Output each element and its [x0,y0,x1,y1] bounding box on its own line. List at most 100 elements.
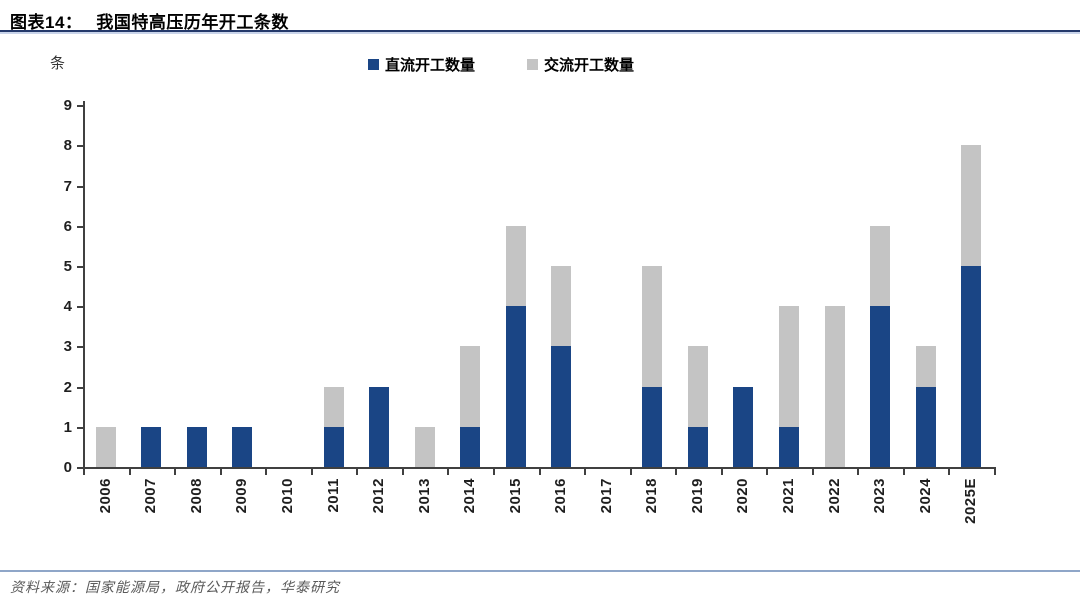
bar-segment-dc [870,306,891,467]
x-tick [994,469,996,475]
x-category-label: 2006 [96,478,114,514]
y-tick-label: 3 [63,338,72,356]
x-tick [629,469,632,475]
y-tick-label: 9 [63,97,72,115]
x-category-label: 2021 [780,478,798,514]
y-tick [77,225,83,228]
bar-segment-dc [505,306,526,467]
x-category-label: 2009 [233,478,251,514]
y-tick [77,426,83,429]
bar-segment-dc [141,426,162,467]
x-tick [310,469,313,475]
x-tick [948,469,951,475]
x-category-label: 2017 [597,478,615,514]
bar-segment-ac [323,386,344,427]
y-axis-unit-label: 条 [50,55,66,72]
legend-label-ac: 交流开工数量 [544,57,635,74]
x-tick [447,469,450,475]
bar-segment-ac [460,346,481,427]
x-category-label: 2007 [142,478,160,514]
x-axis-line [83,467,996,469]
x-tick [174,469,177,475]
y-tick [77,145,83,148]
x-tick [219,469,222,475]
x-category-label: 2012 [370,478,388,514]
figure-title: 我国特高压历年开工条数 [96,13,289,32]
bar-segment-dc [642,386,663,467]
y-tick-label: 2 [63,378,72,396]
x-category-label: 2013 [415,478,433,514]
x-category-label: 2011 [324,478,342,513]
y-tick [77,306,83,309]
x-category-label: 2015 [506,478,524,514]
x-category-label: 2019 [688,478,706,514]
x-tick [128,469,131,475]
x-category-label: 2025E [962,478,980,524]
x-category-label: 2022 [825,478,843,514]
bar-segment-dc [369,386,390,467]
x-tick [265,469,268,475]
y-tick-label: 8 [63,137,72,155]
x-tick [902,469,905,475]
legend-item-ac: 交流开工数量 [527,54,634,75]
bar-segment-ac [551,266,572,347]
y-tick-label: 4 [63,298,72,316]
bar-segment-ac [642,266,663,387]
x-tick [356,469,359,475]
y-tick-label: 5 [63,258,72,275]
x-category-label: 2023 [871,478,889,514]
bar-segment-dc [779,426,800,467]
x-category-label: 2014 [461,478,479,514]
y-tick [77,105,83,108]
x-category-label: 2016 [552,478,570,514]
bar-segment-ac [915,346,936,387]
bar-segment-dc [961,266,982,467]
legend-swatch-ac-icon [527,59,539,70]
y-axis-line [83,101,85,469]
y-tick [77,346,83,349]
y-tick-label: 6 [63,217,72,235]
bar-segment-ac [870,225,891,307]
bar-segment-ac [824,306,845,467]
y-tick [77,185,83,188]
x-tick [720,469,723,475]
source-note: 资料来源：国家能源局，政府公开报告，华泰研究 [10,581,340,596]
legend-item-dc: 直流开工数量 [368,54,475,75]
bar-segment-dc [460,426,481,467]
y-tick [77,266,83,268]
x-category-label: 2018 [643,478,661,514]
bar-segment-dc [323,426,344,467]
chart-legend: 直流开工数量 交流开工数量 [368,54,634,75]
header-divider [0,30,1080,34]
bar-segment-dc [733,386,754,467]
x-tick [401,469,404,475]
bar-segment-ac [687,346,708,427]
legend-swatch-dc-icon [368,59,379,70]
y-tick-label: 0 [63,459,72,476]
figure-header: 图表14： 我国特高压历年开工条数 [10,8,1070,33]
x-tick [83,469,85,475]
figure-label: 图表14： [10,13,83,32]
bar-segment-ac [95,426,116,467]
x-category-label: 2024 [916,478,934,514]
bar-segment-ac [414,426,435,467]
bar-segment-dc [915,386,936,467]
x-category-label: 2010 [278,478,296,514]
x-tick [766,469,769,475]
y-tick-label: 1 [63,418,72,436]
bar-segment-dc [232,426,253,467]
x-tick [857,469,860,475]
x-category-label: 2020 [734,478,752,514]
bar-segment-dc [186,426,207,467]
footer-divider [0,570,1080,572]
bar-segment-ac [961,145,982,266]
x-tick [811,469,814,475]
legend-label-dc: 直流开工数量 [385,57,476,74]
bar-segment-dc [551,346,572,467]
x-tick [584,469,587,475]
x-category-label: 2008 [187,478,205,514]
y-tick [77,386,83,389]
x-tick [492,469,495,475]
